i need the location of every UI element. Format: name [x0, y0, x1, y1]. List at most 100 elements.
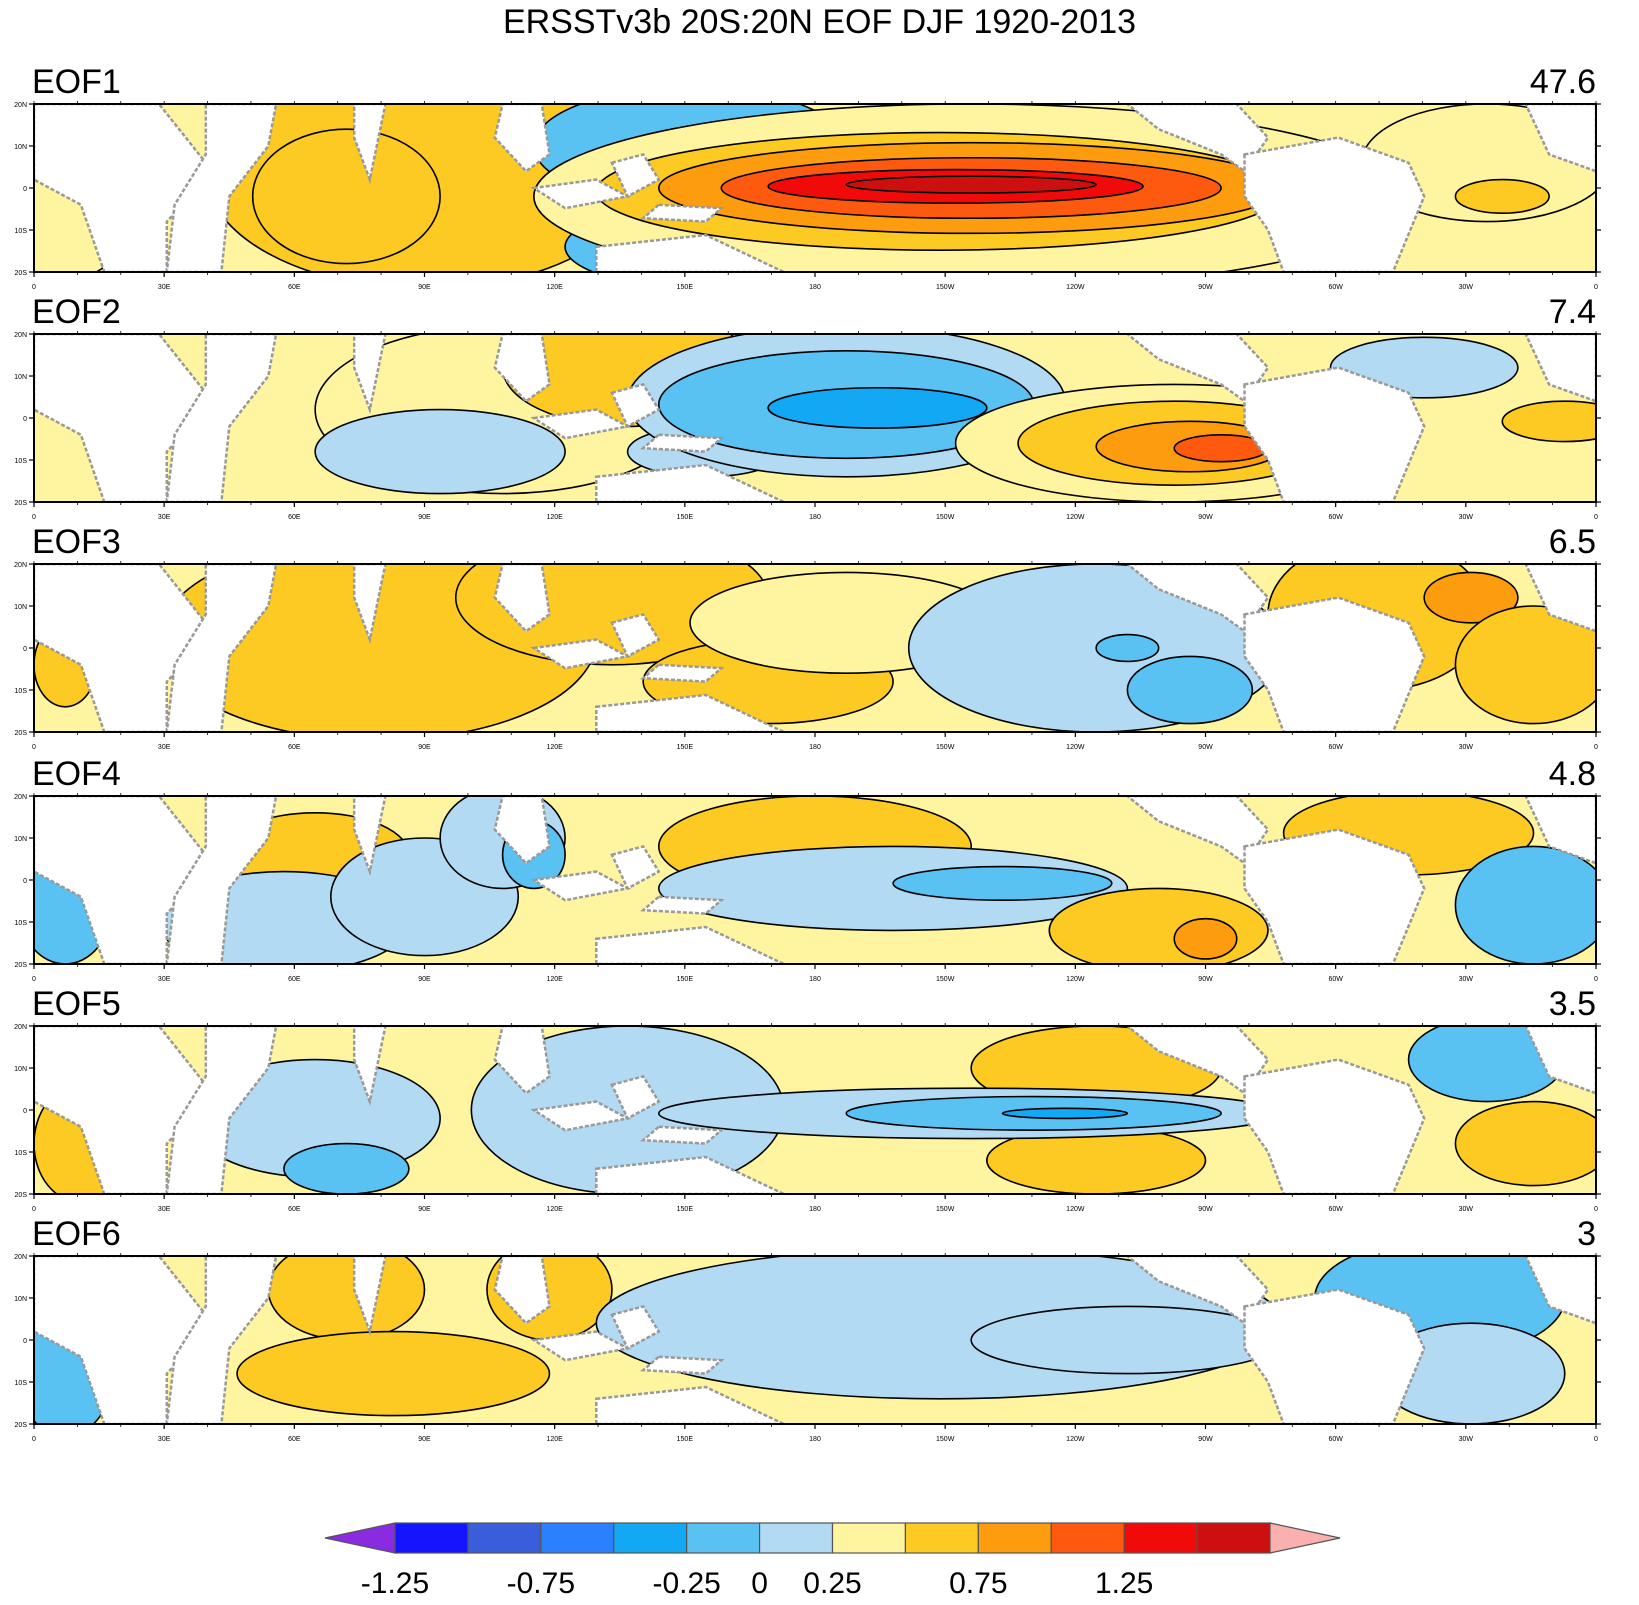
eof-panel-4: 0 30E 60E 90E 120E 150E 180 150W 120W 90W 60W 30W 02… [14, 793, 1601, 983]
land-mask [165, 796, 278, 964]
x-tick-label: 90W [1198, 1436, 1213, 1443]
x-tick-label: 60E [288, 976, 301, 983]
land-mask [352, 1256, 387, 1337]
land-mask [640, 203, 725, 223]
x-tick-label: 90E [418, 514, 431, 521]
eof-panel-2: 0 30E 60E 90E 120E 150E 180 150W 120W 90W 60W 30W 02… [14, 331, 1601, 521]
x-tick-label: 60E [288, 1206, 301, 1213]
y-tick-label: 10S [15, 458, 28, 465]
x-tick-label: 0 [1594, 744, 1598, 751]
x-tick-label: 0 [1594, 514, 1598, 521]
contour-region [845, 175, 1097, 194]
contour-region [892, 865, 1113, 901]
land-mask [34, 104, 208, 272]
x-tick-label: 90E [418, 284, 431, 291]
land-mask [1243, 1288, 1426, 1424]
x-tick-label: 150E [677, 976, 694, 983]
land-mask [1524, 1026, 1596, 1095]
x-tick-label: 90W [1198, 976, 1213, 983]
x-tick-label: 60W [1328, 514, 1343, 521]
panel-label: EOF1 [32, 63, 121, 101]
x-tick-label: 0 [32, 514, 36, 521]
land-mask [640, 1355, 725, 1375]
land-mask [1125, 104, 1270, 173]
y-tick-label: 20S [15, 730, 28, 737]
y-tick-label: 20N [14, 1254, 27, 1261]
y-tick-label: 20S [15, 270, 28, 277]
land-mask [1243, 136, 1426, 272]
land-mask [640, 663, 725, 683]
land-mask [493, 1256, 551, 1325]
x-tick-label: 30E [158, 514, 171, 521]
panel-label: EOF6 [32, 1215, 121, 1253]
y-tick-label: 20N [14, 562, 27, 569]
x-tick-label: 60E [288, 1436, 301, 1443]
x-tick-label: 30E [158, 1436, 171, 1443]
x-tick-label: 90E [418, 1436, 431, 1443]
land-mask [1243, 1058, 1426, 1194]
land-mask [595, 925, 785, 964]
x-tick-label: 30W [1459, 1436, 1474, 1443]
x-tick-label: 120E [546, 1206, 563, 1213]
panel-variance: 47.6 [1529, 63, 1596, 101]
chart-title: ERSSTv3b 20S:20N EOF DJF 1920-2013 [502, 3, 1137, 41]
land-mask [610, 1074, 661, 1121]
contour-region [283, 1142, 410, 1194]
x-tick-label: 0 [1594, 1206, 1598, 1213]
contour-region [1126, 655, 1254, 725]
colorbar-box [467, 1522, 542, 1554]
land-mask [595, 1155, 785, 1194]
y-tick-label: 0 [23, 1338, 27, 1345]
y-tick-label: 0 [23, 646, 27, 653]
x-tick-label: 30E [158, 976, 171, 983]
land-mask [34, 564, 208, 732]
land-mask [352, 104, 387, 185]
x-tick-label: 150W [936, 1436, 955, 1443]
eof-panel-3: 0 30E 60E 90E 120E 150E 180 150W 120W 90W 60W 30W 02… [14, 561, 1601, 751]
eof-panel-6: 0 30E 60E 90E 120E 150E 180 150W 120W 90W 60W 30W 02… [14, 1253, 1601, 1443]
x-tick-label: 150W [936, 744, 955, 751]
x-tick-label: 90E [418, 1206, 431, 1213]
land-mask [34, 1026, 208, 1194]
colorbar-label: -1.25 [361, 1567, 429, 1600]
land-mask [1125, 1256, 1270, 1325]
y-tick-label: 10N [14, 604, 27, 611]
colorbar-box [831, 1522, 907, 1554]
x-tick-label: 180 [809, 284, 821, 291]
contour-region [251, 128, 441, 265]
x-tick-label: 120W [1066, 744, 1085, 751]
land-mask [493, 796, 551, 865]
x-tick-label: 30E [158, 1206, 171, 1213]
land-mask [493, 104, 551, 173]
panel-variance: 3.5 [1548, 985, 1596, 1023]
land-mask [1524, 796, 1596, 865]
land-mask [640, 433, 725, 453]
x-tick-label: 60W [1328, 284, 1343, 291]
land-mask [1125, 796, 1270, 865]
x-tick-label: 180 [809, 514, 821, 521]
y-tick-label: 10S [15, 228, 28, 235]
land-mask [165, 1026, 278, 1194]
land-mask [610, 1304, 661, 1351]
y-tick-label: 20N [14, 1024, 27, 1031]
land-mask [352, 334, 387, 415]
x-tick-label: 150E [677, 514, 694, 521]
y-tick-label: 10N [14, 1296, 27, 1303]
x-tick-label: 60W [1328, 1436, 1343, 1443]
colorbar-box [1196, 1522, 1271, 1554]
x-tick-label: 90W [1198, 744, 1213, 751]
x-tick-label: 180 [809, 1436, 821, 1443]
land-mask [34, 1256, 208, 1424]
x-tick-label: 180 [809, 744, 821, 751]
contour-region [1048, 887, 1269, 964]
y-tick-label: 20N [14, 332, 27, 339]
land-mask [165, 564, 278, 732]
contour-region [267, 1256, 426, 1341]
land-mask [610, 612, 661, 659]
colorbar-box [977, 1522, 1052, 1554]
x-tick-label: 0 [1594, 1436, 1598, 1443]
land-mask [1524, 104, 1596, 173]
colorbar-low-arrow [324, 1522, 396, 1554]
panel-variance: 6.5 [1548, 523, 1596, 561]
land-mask [595, 1385, 785, 1424]
